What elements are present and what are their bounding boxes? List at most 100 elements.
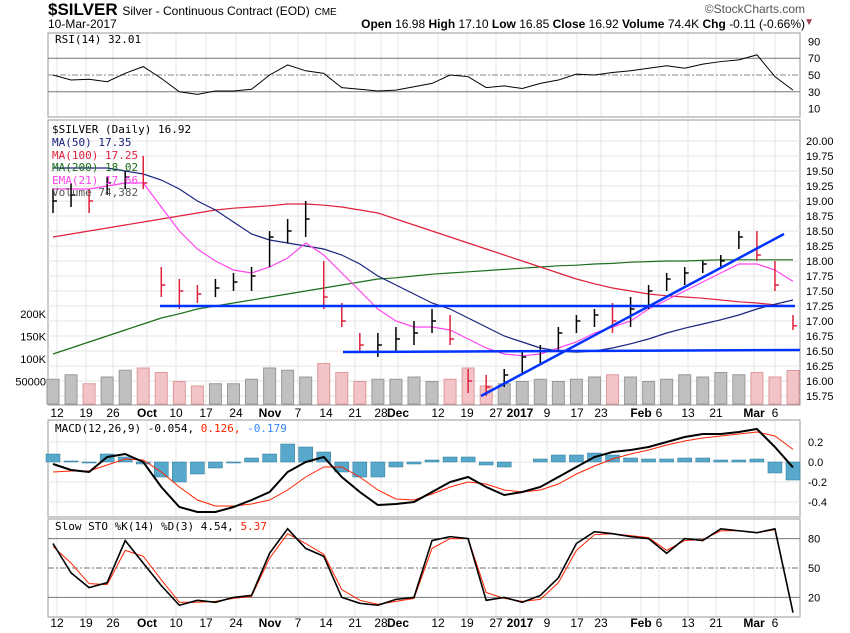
volume-y-tick: 200K xyxy=(20,309,46,321)
x-tick-label: 27 xyxy=(489,616,503,630)
volume-bar xyxy=(263,367,277,405)
x-tick-label: Dec xyxy=(387,616,409,630)
volume-bar xyxy=(353,381,367,405)
volume-bar xyxy=(82,383,96,405)
macd-histogram-bar xyxy=(45,453,61,463)
macd-histogram-bar xyxy=(460,456,476,463)
x-tick-label: 21 xyxy=(348,406,362,420)
macd-line xyxy=(52,427,794,513)
macd-histogram-bar xyxy=(388,461,404,468)
x-tick-label: 17 xyxy=(570,616,584,630)
volume-bar xyxy=(660,378,674,405)
price-y-tick: 16.50 xyxy=(806,346,834,358)
exchange: CME xyxy=(314,7,337,18)
volume-bar xyxy=(299,376,313,405)
macd-histogram-bar xyxy=(569,454,584,463)
rsi-title: RSI(14) 32.01 xyxy=(55,33,142,46)
price-y-tick: 18.25 xyxy=(806,241,834,253)
price-y-tick: 19.50 xyxy=(806,166,834,178)
volume-value: 74.4K xyxy=(667,17,700,31)
macd-histogram-bar xyxy=(208,461,223,469)
macd-label: MACD(12,26,9) xyxy=(55,422,142,435)
x-tick-label: 7 xyxy=(295,406,302,420)
legend-ma100: MA(100) 17.25 xyxy=(52,148,139,162)
x-tick-label: 14 xyxy=(319,616,333,630)
macd-histogram-bar xyxy=(262,453,277,463)
x-tick-label: 7 xyxy=(295,616,302,630)
x-tick-label: 12 xyxy=(431,406,445,420)
volume-bar xyxy=(551,381,565,405)
x-tick-label: 9 xyxy=(544,406,551,420)
ema21-line xyxy=(53,182,794,357)
x-tick-label: Nov xyxy=(259,406,282,420)
macd-histogram-bar xyxy=(190,461,205,475)
x-tick-label: Dec xyxy=(387,406,409,420)
legend-ema21: EMA(21) 17.66 xyxy=(52,173,139,187)
x-tick-label: Feb xyxy=(630,406,651,420)
volume-label: Volume xyxy=(622,17,665,31)
macd-y-tick: 0.0 xyxy=(808,457,823,469)
x-tick-label: Mar xyxy=(743,616,765,630)
x-tick-label: 12 xyxy=(50,406,64,420)
sto-label: Slow STO %K(14) %D(3) 4.54, xyxy=(55,520,234,533)
price-y-tick: 17.25 xyxy=(806,301,834,313)
price-y-tick: 18.50 xyxy=(806,226,834,238)
price-y-tick: 18.75 xyxy=(806,211,834,223)
volume-y-tick: 50000 xyxy=(15,377,46,389)
price-y-tick: 17.75 xyxy=(806,271,834,283)
x-tick-label: 21 xyxy=(709,616,723,630)
macd-histogram-bar xyxy=(172,461,187,483)
volume-bar xyxy=(136,367,150,405)
legend-volume: Volume 74,382 xyxy=(52,186,139,199)
volume-bar xyxy=(606,374,620,405)
volume-bar xyxy=(154,372,168,405)
volume-bar xyxy=(64,374,78,405)
macd-histogram-bar xyxy=(154,461,169,478)
x-tick-label: 19 xyxy=(460,406,474,420)
volume-bar xyxy=(750,372,764,405)
macd-histogram-bar xyxy=(785,461,801,481)
x-tick-label: 21 xyxy=(709,406,723,420)
sto-k-line xyxy=(52,527,794,613)
volume-bar xyxy=(226,383,240,405)
macd-histogram-bar xyxy=(244,457,259,463)
macd-histogram-bar xyxy=(695,457,711,463)
volume-bar xyxy=(371,378,385,405)
macd-y-tick: -0.2 xyxy=(808,477,827,489)
x-tick-label: 2017 xyxy=(507,616,534,630)
support-line-lower xyxy=(342,348,801,354)
volume-bar xyxy=(569,378,583,405)
x-tick-label: 19 xyxy=(79,406,93,420)
x-tick-label: Nov xyxy=(259,616,282,630)
x-tick-label: 28 xyxy=(374,616,388,630)
price-y-tick: 16.00 xyxy=(806,376,834,388)
close-label: Close xyxy=(552,17,586,31)
x-tick-label: 26 xyxy=(106,616,120,630)
low-value: 16.85 xyxy=(519,17,550,31)
macd-histogram-bar xyxy=(767,461,783,474)
sto-d-line xyxy=(52,529,794,612)
x-tick-label: 27 xyxy=(489,406,503,420)
volume-bar xyxy=(515,381,529,405)
price-y-tick: 16.75 xyxy=(806,331,834,343)
macd-histogram-bar xyxy=(370,461,386,478)
macd-histogram-bar xyxy=(551,454,566,463)
x-tick-label: Feb xyxy=(630,616,651,630)
x-tick-label: 10 xyxy=(169,616,183,630)
quote-summary: Open 16.98 High 17.10 Low 16.85 Close 16… xyxy=(361,17,805,31)
x-tick-label: 23 xyxy=(594,616,608,630)
header-title: $SILVER Silver - Continuous Contract (EO… xyxy=(48,0,337,20)
x-tick-label: Oct xyxy=(137,406,157,420)
brand-logo[interactable]: ©StockCharts.com xyxy=(704,2,805,16)
x-tick-label: 17 xyxy=(199,616,213,630)
rsi-y-tick: 90 xyxy=(808,36,820,48)
volume-bar xyxy=(732,374,746,405)
symbol: $SILVER xyxy=(48,0,118,19)
macd-histogram-bar xyxy=(63,460,79,463)
price-y-tick: 17.00 xyxy=(806,316,834,328)
trendline xyxy=(480,232,785,398)
date: 10-Mar-2017 xyxy=(48,17,117,31)
close-value: 16.92 xyxy=(588,17,619,31)
x-tick-label: 24 xyxy=(229,616,243,630)
